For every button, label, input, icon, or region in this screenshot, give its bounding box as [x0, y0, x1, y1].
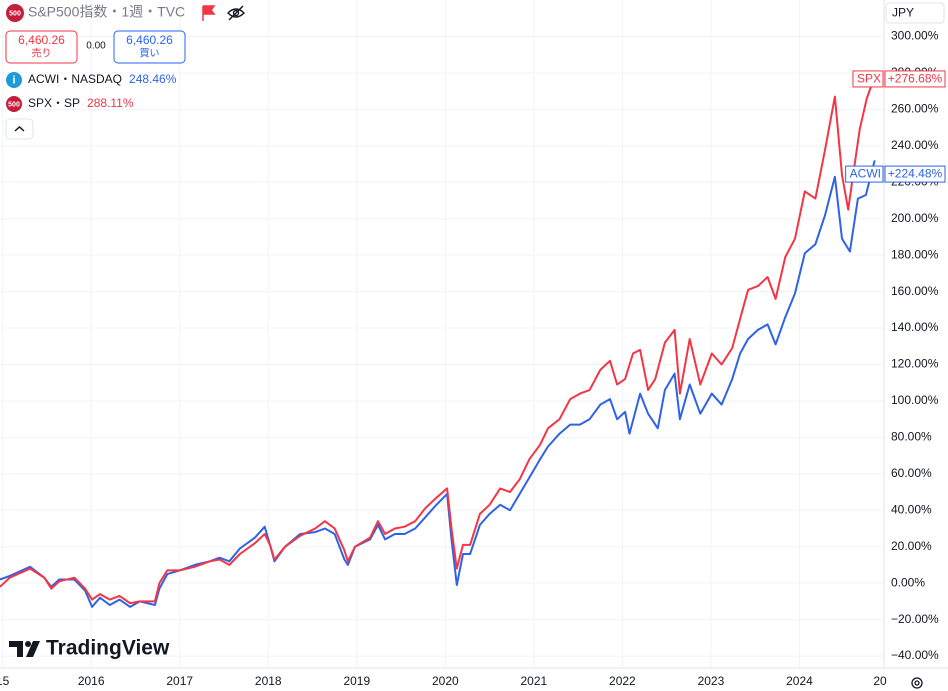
series-tag-box [845, 165, 884, 183]
y-tick-label: 20.00% [891, 539, 932, 553]
flag-icon[interactable] [202, 5, 216, 21]
symbol-badge-text: 500 [9, 10, 21, 17]
buy-button[interactable] [113, 30, 186, 64]
y-tick-label: 180.00% [891, 247, 939, 261]
legend-badge-text: 500 [8, 101, 20, 108]
legend-value: 288.11% [87, 96, 134, 110]
legend-value: 248.46% [129, 72, 177, 86]
legend-name: SPX・SP [28, 96, 80, 110]
currency: JPY [892, 6, 914, 20]
currency-box[interactable] [885, 2, 945, 24]
x-tick-label: 2023 [698, 674, 725, 688]
series-tag: ACWI [850, 167, 881, 181]
y-tick-label: 40.00% [891, 502, 932, 516]
y-tick-label: 240.00% [891, 138, 939, 152]
y-tick-label: 140.00% [891, 320, 939, 334]
sell-price: 6,460.26 [18, 33, 65, 47]
y-tick-label: −40.00% [891, 648, 939, 662]
series-line [0, 75, 881, 605]
legend-name: ACWI・NASDAQ [28, 72, 122, 86]
spread: 0.00 [86, 41, 106, 52]
series-line [0, 160, 876, 608]
y-tick-label: 120.00% [891, 357, 939, 371]
buy-price: 6,460.26 [126, 33, 173, 47]
x-tick-label: 2018 [255, 674, 282, 688]
x-tick-label: 15 [0, 674, 10, 688]
legend-badge [6, 72, 22, 88]
price-tag-box [884, 70, 946, 88]
axes: −40.00% −20.00% 0.00% 20.00% 40.00% 60.00% 80.… [0, 29, 939, 689]
price-tag-box [884, 165, 946, 183]
x-tick-label: 2020 [432, 674, 459, 688]
y-tick-label: 160.00% [891, 284, 939, 298]
y-tick-label: 60.00% [891, 466, 932, 480]
time-axis [0, 668, 884, 691]
y-tick-label: 0.00% [891, 575, 925, 589]
x-tick-label: 2024 [786, 674, 813, 688]
brand-logo [9, 641, 40, 657]
x-tick-label: 2016 [78, 674, 105, 688]
y-tick-label: −20.00% [891, 612, 939, 626]
x-tick-label: 2017 [166, 674, 193, 688]
buy-label: 買い [140, 48, 160, 60]
price-tag: +224.48% [888, 167, 943, 181]
price-tag: +276.68% [888, 72, 943, 86]
price-axis [884, 0, 948, 691]
y-tick-label: 200.00% [891, 211, 939, 225]
y-tick-label: 300.00% [891, 29, 939, 43]
plot [0, 75, 881, 608]
hide-icon[interactable] [227, 5, 245, 21]
x-tick-label: 2019 [343, 674, 370, 688]
x-tick-label: 2022 [609, 674, 636, 688]
legend-badge [6, 96, 22, 112]
y-tick-label: 80.00% [891, 430, 932, 444]
grid [0, 0, 889, 668]
series-tag-box [852, 70, 884, 88]
symbol-title[interactable]: S&P500指数・1週・TVC [28, 4, 185, 20]
y-tick-label: 260.00% [891, 102, 939, 116]
series-tag: SPX [857, 72, 881, 86]
brand: TradingView [46, 637, 170, 660]
settings-icon[interactable] [911, 677, 923, 689]
sell-label: 売り [32, 47, 52, 60]
collapse-button[interactable] [5, 118, 34, 140]
legend-badge-text: i [12, 74, 15, 86]
y-tick-label: 100.00% [891, 393, 939, 407]
symbol-badge [6, 4, 24, 22]
collapse-icon [14, 125, 25, 132]
legend: i ACWI・NASDAQ 248.46% 500 SPX・SP 288.11% [6, 72, 177, 112]
x-tick-label: 20 [873, 674, 887, 688]
sell-button[interactable] [5, 30, 78, 64]
x-tick-label: 2021 [521, 674, 548, 688]
